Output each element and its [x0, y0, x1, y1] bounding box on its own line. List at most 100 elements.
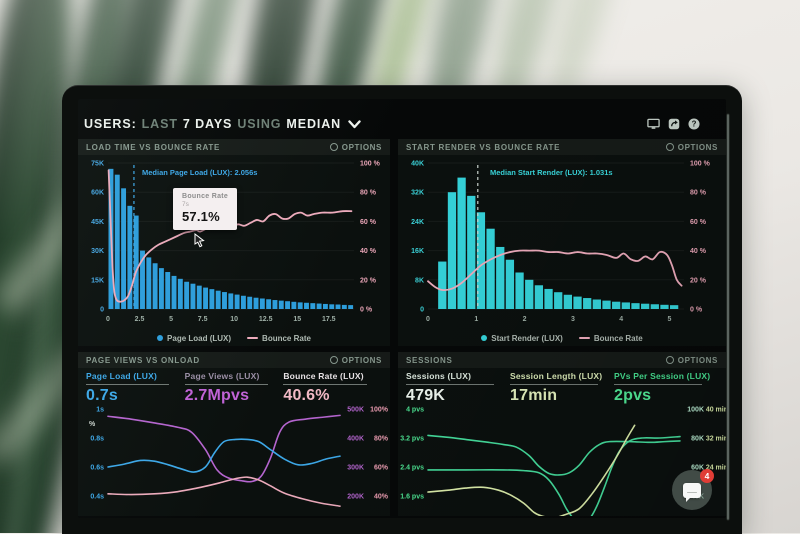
histogram-bar[interactable] — [297, 302, 303, 309]
histogram-bar[interactable] — [612, 301, 621, 309]
series-line[interactable] — [107, 476, 341, 507]
histogram-bar[interactable] — [114, 174, 120, 309]
legend-item-bounce-rate[interactable]: Bounce Rate — [578, 334, 643, 343]
histogram-bar[interactable] — [476, 212, 486, 309]
histogram-bar[interactable] — [304, 302, 309, 309]
histogram-bar[interactable] — [184, 281, 190, 309]
histogram-bar[interactable] — [621, 302, 630, 309]
histogram-bar[interactable] — [554, 292, 563, 309]
series-dot-icon — [481, 335, 488, 341]
histogram-bar[interactable] — [127, 205, 133, 309]
histogram-bar[interactable] — [486, 228, 495, 309]
histogram-bar[interactable] — [146, 257, 152, 309]
histogram-bar[interactable] — [602, 300, 611, 309]
histogram-bar[interactable] — [316, 303, 322, 309]
options-button[interactable]: OPTIONS — [329, 143, 382, 152]
histogram-bar[interactable] — [222, 292, 227, 309]
histogram-bar[interactable] — [563, 294, 573, 309]
metric-page-views[interactable]: Page Views (LUX) 2.7Mpvs — [184, 371, 284, 404]
axis-tick-label: 24K — [411, 219, 424, 226]
axis-tick-label: 10 — [230, 316, 238, 323]
histogram-bar[interactable] — [341, 304, 347, 309]
histogram-bar[interactable] — [272, 300, 278, 309]
histogram-bar[interactable] — [525, 279, 534, 309]
histogram-bar[interactable] — [650, 304, 659, 309]
histogram-bar[interactable] — [670, 305, 679, 309]
histogram-bar[interactable] — [133, 215, 139, 309]
histogram-bar[interactable] — [322, 303, 328, 309]
histogram-bar[interactable] — [534, 285, 544, 309]
histogram-bar[interactable] — [190, 283, 196, 309]
series-line[interactable] — [427, 434, 681, 476]
histogram-bar[interactable] — [228, 293, 234, 309]
histogram-bar[interactable] — [196, 285, 202, 309]
help-icon[interactable]: ? — [687, 118, 700, 131]
histogram-bar[interactable] — [457, 177, 466, 309]
options-button[interactable]: OPTIONS — [665, 356, 718, 365]
histogram-bar[interactable] — [592, 299, 601, 309]
legend-item-page-load[interactable]: Page Load (LUX) — [157, 334, 231, 343]
metric-pvs-per-session[interactable]: PVs Per Session (LUX) 2pvs — [614, 371, 718, 404]
histogram-bar[interactable] — [234, 294, 240, 309]
histogram-bar[interactable] — [121, 188, 127, 309]
monitor-icon[interactable] — [647, 118, 660, 131]
histogram-bar[interactable] — [329, 304, 335, 309]
series-line[interactable] — [427, 435, 681, 516]
histogram-bar[interactable] — [348, 305, 354, 309]
histogram-bar[interactable] — [660, 304, 669, 309]
options-button[interactable]: OPTIONS — [665, 143, 718, 152]
histogram-bar[interactable] — [177, 278, 183, 309]
histogram-bar[interactable] — [240, 295, 246, 309]
options-label: OPTIONS — [341, 355, 382, 365]
metric-session-length[interactable]: Session Length (LUX) 17min — [510, 371, 614, 404]
histogram-bar[interactable] — [140, 250, 145, 309]
histogram-bar[interactable] — [285, 301, 291, 309]
legend-label: Start Render (LUX) — [491, 333, 563, 343]
histogram-bar[interactable] — [583, 298, 592, 309]
histogram-bar[interactable] — [505, 259, 515, 309]
histogram-bar[interactable] — [544, 288, 553, 309]
chevron-down-icon[interactable] — [348, 119, 361, 129]
histogram-bar[interactable] — [335, 304, 341, 309]
histogram-bar[interactable] — [447, 192, 457, 309]
histogram-bar[interactable] — [496, 246, 505, 309]
histogram-bar[interactable] — [291, 301, 297, 309]
series-line[interactable] — [427, 424, 636, 516]
histogram-bar[interactable] — [515, 272, 524, 310]
histogram-bar[interactable] — [259, 298, 265, 309]
histogram-bar[interactable] — [209, 289, 215, 309]
histogram-bar[interactable] — [573, 296, 582, 309]
metric-bounce-rate[interactable]: Bounce Rate (LUX) 40.6% — [283, 371, 382, 404]
histogram-bar[interactable] — [215, 290, 221, 309]
histogram-bar[interactable] — [253, 297, 259, 309]
histogram-bar[interactable] — [310, 303, 316, 309]
axis-tick-label: 20 % — [690, 277, 707, 284]
series-line[interactable] — [427, 249, 683, 291]
series-line[interactable] — [107, 438, 341, 473]
axis-tick-label: 7.5 — [198, 316, 208, 323]
histogram-bar[interactable] — [467, 195, 476, 309]
histogram-bar[interactable] — [641, 303, 650, 309]
metric-page-load[interactable]: Page Load (LUX) 0.7s — [86, 371, 185, 404]
mouse-cursor-icon — [194, 233, 205, 248]
histogram-bar[interactable] — [438, 261, 447, 309]
histogram-bar[interactable] — [203, 287, 209, 309]
histogram-bar[interactable] — [247, 296, 253, 309]
histogram-bar[interactable] — [158, 268, 164, 309]
histogram-bar[interactable] — [171, 275, 177, 309]
metric-sessions[interactable]: Sessions (LUX) 479K — [406, 371, 510, 404]
share-icon[interactable] — [667, 118, 680, 131]
histogram-bar[interactable] — [631, 303, 640, 309]
histogram-bar[interactable] — [266, 299, 272, 309]
series-line[interactable] — [107, 414, 341, 483]
histogram-bar[interactable] — [278, 300, 284, 309]
histogram-bar[interactable] — [165, 272, 171, 309]
legend-item-start-render[interactable]: Start Render (LUX) — [481, 334, 563, 343]
axis-tick-label: 40% — [374, 494, 389, 501]
dashboard-title-dropdown[interactable]: USERS: LAST 7 DAYS USING MEDIAN — [84, 117, 361, 131]
options-button[interactable]: OPTIONS — [329, 355, 382, 365]
legend-item-bounce-rate[interactable]: Bounce Rate — [247, 334, 311, 343]
chat-widget-button[interactable]: 4 — [672, 469, 714, 510]
chart-legend: Start Render (LUX) Bounce Rate — [398, 330, 726, 346]
histogram-bar[interactable] — [152, 263, 158, 309]
